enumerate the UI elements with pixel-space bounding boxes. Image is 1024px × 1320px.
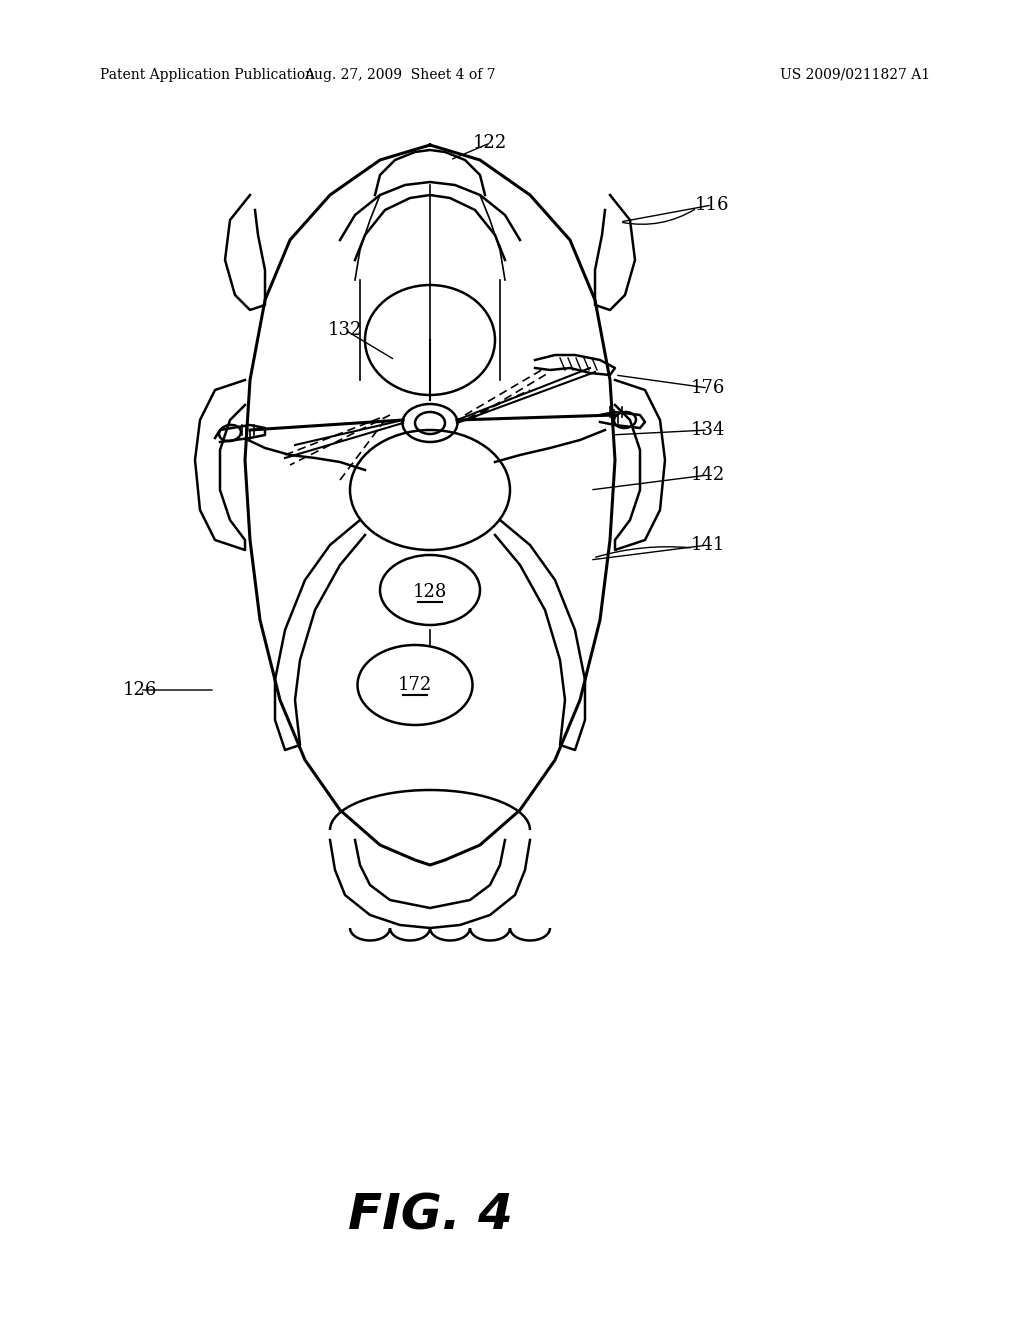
Text: 128: 128 — [413, 583, 447, 601]
Text: 142: 142 — [691, 466, 725, 484]
Text: 122: 122 — [473, 135, 507, 152]
Text: 132: 132 — [328, 321, 362, 339]
Text: 141: 141 — [691, 536, 725, 554]
Text: 126: 126 — [123, 681, 158, 700]
Text: 176: 176 — [691, 379, 725, 397]
Text: FIG. 4: FIG. 4 — [347, 1191, 512, 1239]
Text: Aug. 27, 2009  Sheet 4 of 7: Aug. 27, 2009 Sheet 4 of 7 — [304, 69, 496, 82]
Text: Patent Application Publication: Patent Application Publication — [100, 69, 314, 82]
Text: 172: 172 — [398, 676, 432, 694]
Text: 134: 134 — [691, 421, 725, 440]
Text: US 2009/0211827 A1: US 2009/0211827 A1 — [780, 69, 930, 82]
Text: 116: 116 — [694, 195, 729, 214]
